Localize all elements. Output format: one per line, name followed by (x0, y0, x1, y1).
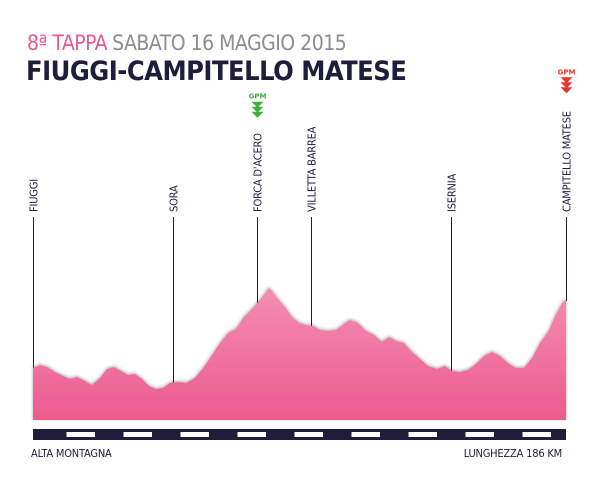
location-label: SORA (168, 185, 181, 212)
stage-date: SABATO 16 MAGGIO 2015 (112, 31, 347, 55)
gpm-chevron (560, 77, 573, 84)
route-title: FIUGGI-CAMPITELLO MATESE (26, 56, 407, 87)
gpm-chevron (560, 82, 573, 89)
scale-segment (123, 432, 152, 437)
location-label: FORCA D'ACERO (252, 133, 265, 212)
profile-area (33, 288, 566, 420)
difficulty-label: ALTA MONTAGNA (31, 447, 112, 460)
gpm-chevron (251, 106, 264, 113)
gpm-chevron (251, 101, 264, 108)
header: 8ª TAPPA SABATO 16 MAGGIO 2015 (27, 31, 347, 55)
scale-segment (237, 432, 266, 437)
distance-scale-bar (33, 429, 566, 440)
location-markers (33, 217, 567, 384)
gpm-chevron (251, 111, 264, 118)
gpm-marker: GPM (558, 68, 576, 94)
scale-segment (66, 432, 95, 437)
scale-segment (408, 432, 437, 437)
gpm-marker: GPM (249, 93, 267, 118)
scale-segment (465, 432, 494, 437)
gpm-label: GPM (558, 68, 576, 76)
gpm-chevron (560, 87, 573, 94)
gpm-markers: GPM GPM (249, 68, 576, 118)
location-label: ISERNIA (446, 174, 459, 212)
scale-segment (351, 432, 380, 437)
location-label: CAMPITELLO MATESE (561, 111, 574, 212)
stage-number: 8ª TAPPA (27, 31, 108, 55)
gpm-label: GPM (249, 93, 267, 101)
location-label: FIUGGI (28, 179, 41, 212)
scale-segment (180, 432, 209, 437)
location-labels: FIUGGI SORA FORCA D'ACERO VILLETTA BARREA IS… (28, 111, 574, 212)
scale-segment (294, 432, 323, 437)
scale-segment (522, 432, 551, 437)
distance-label: LUNGHEZZA 186 KM (463, 447, 563, 460)
location-label: VILLETTA BARREA (306, 126, 319, 212)
